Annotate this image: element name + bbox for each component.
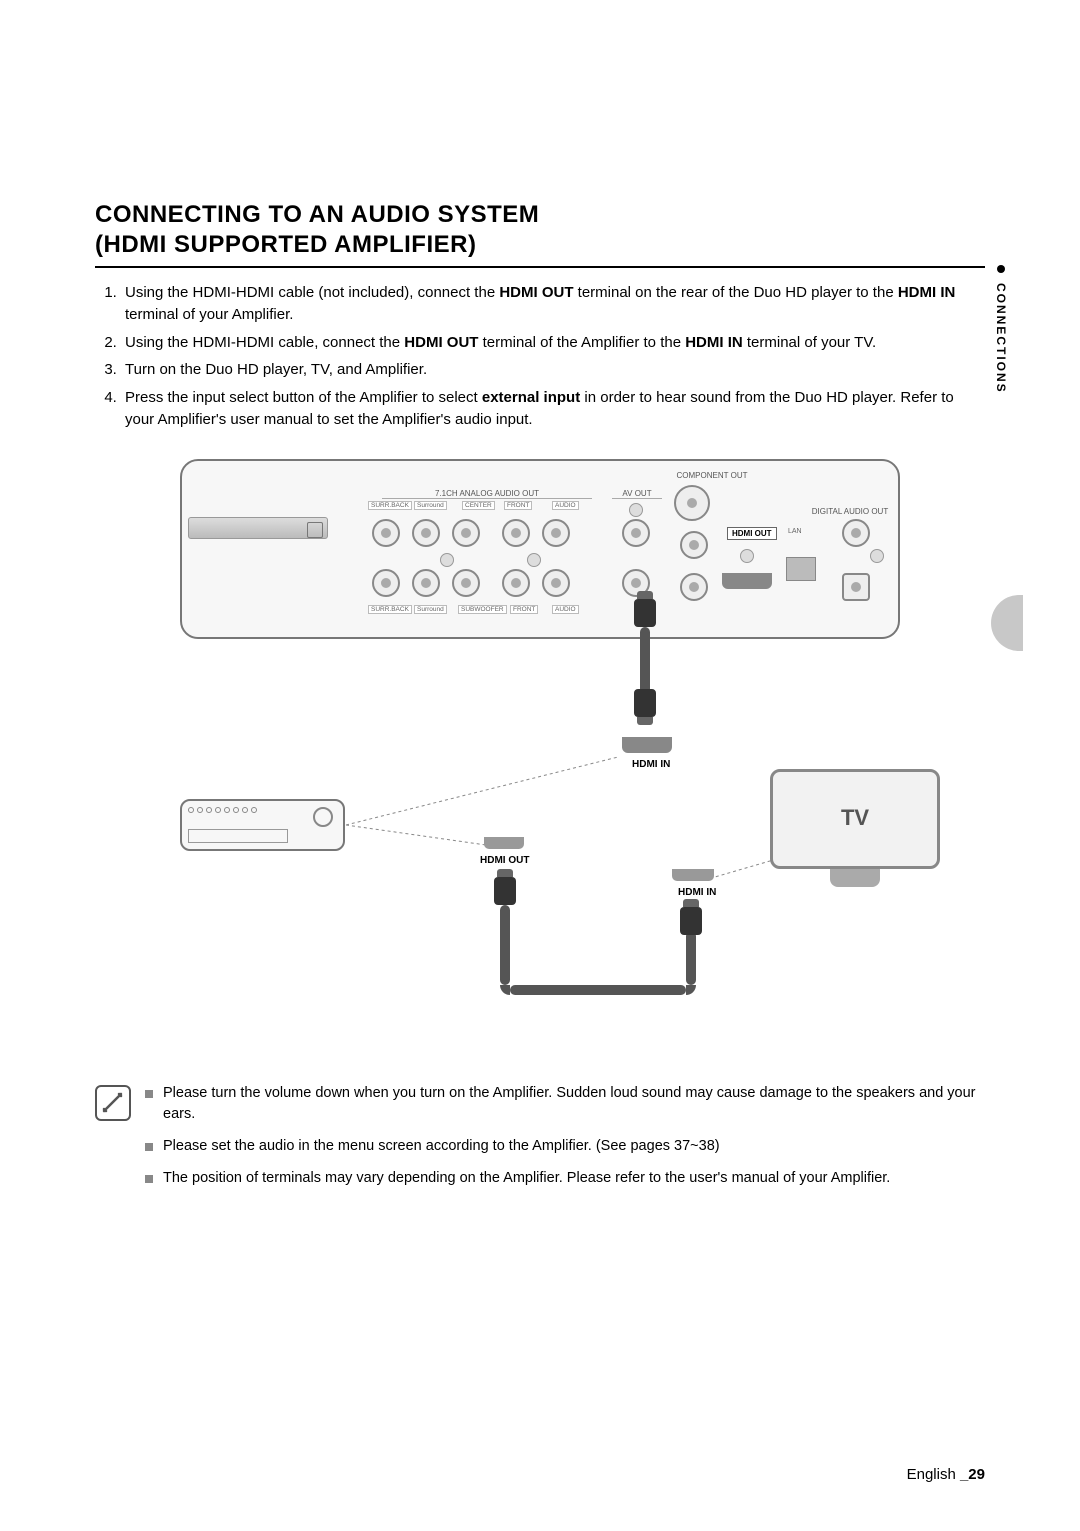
cable-corner-1: [500, 985, 510, 995]
note-2: Please set the audio in the menu screen …: [145, 1136, 985, 1158]
notes-block: Please turn the volume down when you tur…: [95, 1083, 985, 1200]
page-title-line2: (HDMI SUPPORTED AMPLIFIER): [95, 230, 985, 260]
tv-hdmi-in-port-icon: [672, 869, 714, 881]
amp-hdmi-out-port-icon: [484, 837, 524, 849]
screw-3: [629, 503, 643, 517]
step-3: Turn on the Duo HD player, TV, and Ampli…: [121, 359, 985, 381]
page-title-block: CONNECTING TO AN AUDIO SYSTEM (HDMI SUPP…: [95, 200, 985, 268]
footer-page: _29: [960, 1466, 985, 1483]
label-tv-hdmi-in: HDMI IN: [678, 887, 716, 898]
note-1: Please turn the volume down when you tur…: [145, 1083, 985, 1127]
jack-digital-coax: [842, 519, 870, 547]
plug-amp-in-top: [634, 689, 656, 717]
jack-analog-t0: [372, 519, 400, 547]
cable-amp-tv-h: [510, 985, 686, 995]
label-av-out: AV OUT: [612, 489, 662, 499]
jack-analog-t4: [542, 519, 570, 547]
jack-component-y: [674, 485, 710, 521]
botlabel-4: AUDIO: [552, 605, 579, 614]
jack-analog-b3: [502, 569, 530, 597]
notes-list: Please turn the volume down when you tur…: [145, 1083, 985, 1200]
label-hdmi-out: HDMI OUT: [727, 527, 777, 540]
toplabel-1: Surround: [414, 501, 447, 510]
step-2: Using the HDMI-HDMI cable, connect the H…: [121, 332, 985, 354]
side-tab-label: CONNECTIONS: [994, 283, 1008, 394]
port-lan: [786, 557, 816, 581]
plug-amp-out: [494, 877, 516, 905]
cable-corner-2: [686, 985, 696, 995]
step-1: Using the HDMI-HDMI cable (not included)…: [121, 282, 985, 326]
screw-2: [527, 553, 541, 567]
jack-analog-t1: [412, 519, 440, 547]
jack-analog-b4: [542, 569, 570, 597]
section-side-tab: CONNECTIONS: [985, 265, 1017, 605]
jack-component-pr: [680, 573, 708, 601]
botlabel-0: SURR.BACK: [368, 605, 412, 614]
tv-stand: [830, 869, 880, 887]
side-tab-bullet: [997, 265, 1005, 273]
screw-1: [440, 553, 454, 567]
tv-label: TV: [770, 805, 940, 831]
page-title-line1: CONNECTING TO AN AUDIO SYSTEM: [95, 200, 985, 230]
toplabel-2: CENTER: [462, 501, 495, 510]
tv-unit: TV: [770, 769, 940, 889]
plug-player-hdmi: [634, 599, 656, 627]
label-amp-hdmi-in: HDMI IN: [632, 759, 670, 770]
screw-5: [870, 549, 884, 563]
toplabel-0: SURR.BACK: [368, 501, 412, 510]
side-tab-thumb-index: [991, 595, 1023, 651]
label-digital-out: DIGITAL AUDIO OUT: [810, 507, 890, 516]
footer-lang: English: [907, 1466, 960, 1483]
botlabel-2: SUBWOOFER: [458, 605, 507, 614]
amp-volume-knob: [313, 807, 333, 827]
jack-analog-t2: [452, 519, 480, 547]
jack-analog-b0: [372, 569, 400, 597]
player-front-thumbnail: [188, 517, 328, 539]
step-4: Press the input select button of the Amp…: [121, 387, 985, 431]
cable-amp-tv-v1: [500, 905, 510, 985]
jack-analog-b2: [452, 569, 480, 597]
note-3: The position of terminals may vary depen…: [145, 1168, 985, 1190]
label-lan: LAN: [788, 528, 802, 535]
cable-amp-tv-v2: [686, 931, 696, 985]
jack-analog-b1: [412, 569, 440, 597]
plug-tv-in: [680, 907, 702, 935]
instruction-steps: Using the HDMI-HDMI cable (not included)…: [95, 282, 985, 431]
amplifier-unit: [180, 799, 345, 851]
jack-analog-t3: [502, 519, 530, 547]
jack-digital-optical: [842, 573, 870, 601]
label-analog-out: 7.1CH ANALOG AUDIO OUT: [382, 489, 592, 499]
manual-page: CONNECTIONS CONNECTING TO AN AUDIO SYSTE…: [0, 0, 1080, 1531]
player-rear-panel: 7.1CH ANALOG AUDIO OUT AV OUT COMPONENT …: [180, 459, 900, 639]
jack-avout-top: [622, 519, 650, 547]
amp-hdmi-in-port-icon: [622, 737, 672, 753]
botlabel-1: Surround: [414, 605, 447, 614]
jack-component-pb: [680, 531, 708, 559]
port-hdmi-out: [722, 573, 772, 589]
note-icon: [95, 1085, 131, 1121]
connection-diagram: 7.1CH ANALOG AUDIO OUT AV OUT COMPONENT …: [180, 459, 900, 1039]
botlabel-3: FRONT: [510, 605, 538, 614]
label-component-out: COMPONENT OUT: [672, 471, 752, 480]
toplabel-4: AUDIO: [552, 501, 579, 510]
page-footer: English _29: [907, 1466, 985, 1483]
toplabel-3: FRONT: [504, 501, 532, 510]
screw-4: [740, 549, 754, 563]
label-amp-hdmi-out: HDMI OUT: [480, 855, 529, 866]
